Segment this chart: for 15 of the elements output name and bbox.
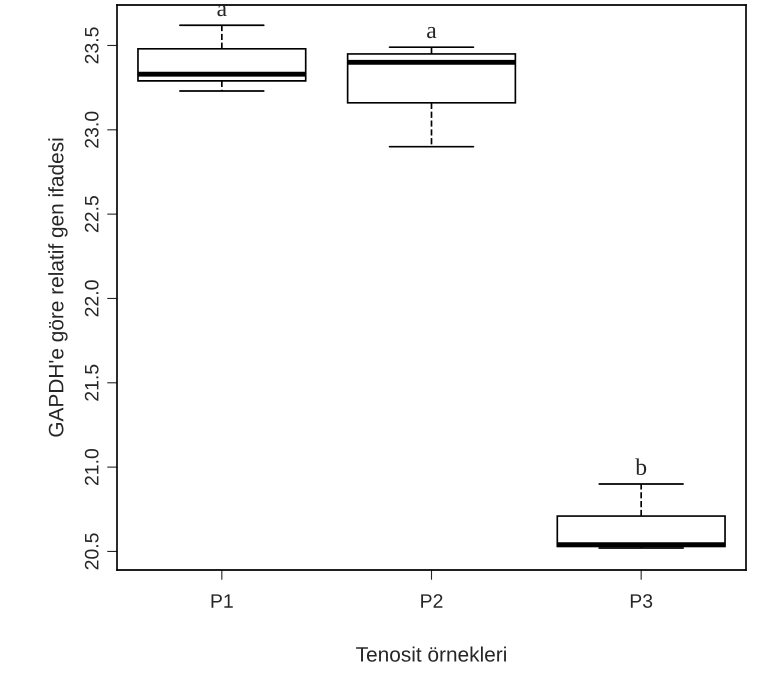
y-tick-label: 22.5: [84, 196, 99, 232]
annotation: b: [635, 458, 646, 476]
y-tick-label: 23.5: [84, 27, 99, 64]
x-tick-label: P3: [630, 594, 652, 608]
x-tick-label: P1: [212, 594, 233, 608]
y-tick-label: 22.0: [84, 280, 99, 316]
y-tick-label: 23.0: [84, 112, 99, 148]
y-tick-label: 21.0: [84, 448, 99, 486]
y-axis-title: GAPDH'e göre relatif gen ifadesi: [48, 138, 68, 437]
x-tick-label: P2: [421, 594, 442, 608]
x-axis-title: Tenosit örnekleri: [356, 646, 506, 662]
y-tick-label: 20.5: [84, 533, 99, 570]
y-tick-label: 21.5: [84, 364, 99, 401]
annotation: a: [217, 4, 227, 16]
annotation: a: [427, 26, 436, 38]
